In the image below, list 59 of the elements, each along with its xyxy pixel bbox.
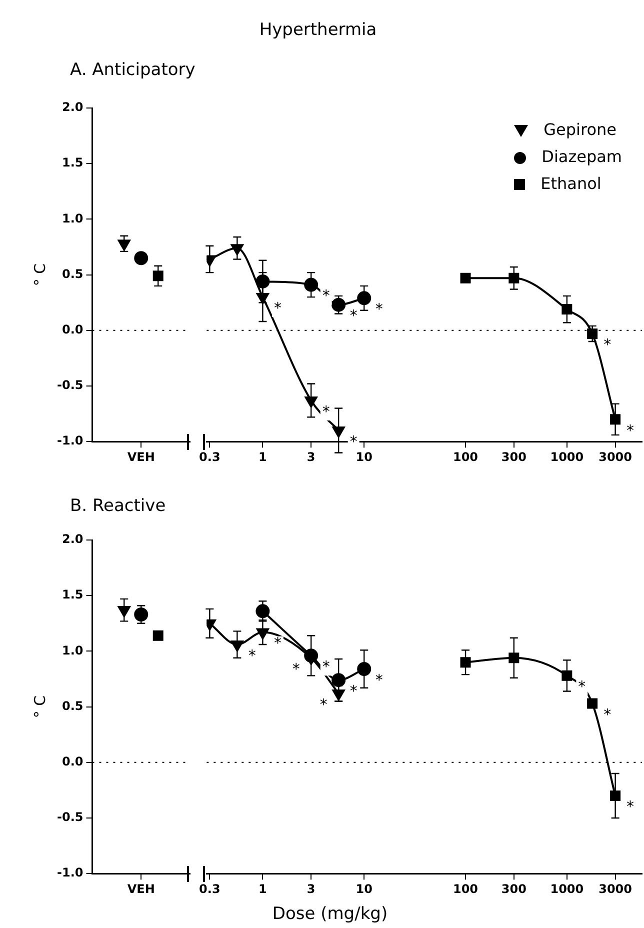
x-tick-label: VEH xyxy=(127,882,155,896)
y-tick-label: -0.5 xyxy=(56,810,84,824)
y-axis-title: ° C xyxy=(30,695,49,718)
chart-subtitle: A. Anticipatory xyxy=(70,60,196,80)
x-tick-label: 1 xyxy=(258,882,267,896)
x-tick-label: 3000 xyxy=(598,450,632,464)
x-tick-label: 10 xyxy=(356,882,372,896)
x-tick-label: VEH xyxy=(127,450,155,464)
legend-label: Diazepam xyxy=(542,147,622,166)
legend-label: Gepirone xyxy=(544,120,616,139)
annotation: * xyxy=(322,658,330,676)
x-tick-label: 0.3 xyxy=(199,450,220,464)
y-tick-label: -1.0 xyxy=(56,434,84,448)
annotation: * xyxy=(320,695,328,714)
y-tick-label: 2.0 xyxy=(62,100,84,114)
y-tick-label: 1.0 xyxy=(62,211,84,226)
x-axis-title: Dose (mg/kg) xyxy=(271,904,389,924)
annotation: * xyxy=(274,298,282,317)
y-tick-label: -1.0 xyxy=(56,866,84,880)
x-tick-label: 100 xyxy=(452,450,478,464)
annotation: * xyxy=(626,798,635,816)
x-tick-label: 300 xyxy=(501,450,526,464)
chart-subtitle: B. Reactive xyxy=(70,496,166,516)
y-tick-label: 0.5 xyxy=(62,266,84,281)
annotation: * xyxy=(350,432,358,450)
annotation: * xyxy=(375,300,384,318)
x-tick-label: 3000 xyxy=(598,882,632,896)
annotation: * xyxy=(578,678,586,696)
y-tick-label: 0.0 xyxy=(62,754,84,769)
annotation: * xyxy=(292,660,300,678)
x-tick-label: 10 xyxy=(356,450,372,464)
x-tick-label: 0.3 xyxy=(199,882,220,896)
legend-label: Ethanol xyxy=(540,174,602,193)
annotation: * xyxy=(375,670,384,689)
x-tick-label: 3 xyxy=(306,450,316,464)
y-tick-label: 2.0 xyxy=(62,532,84,546)
y-tick-label: 1.5 xyxy=(62,156,84,170)
x-tick-label: 1000 xyxy=(550,882,584,896)
y-tick-label: 1.0 xyxy=(62,643,84,658)
y-tick-label: 0.0 xyxy=(62,322,84,337)
x-tick-label: 3 xyxy=(306,882,316,896)
annotation: * xyxy=(322,402,330,420)
y-tick-label: 1.5 xyxy=(62,588,84,602)
annotation: * xyxy=(604,705,612,724)
annotation: * xyxy=(626,421,635,440)
annotation: * xyxy=(322,286,330,305)
y-tick-label: 0.5 xyxy=(62,698,84,713)
x-tick-label: 100 xyxy=(452,882,478,896)
chart-title: Hyperthermia xyxy=(258,20,378,40)
x-tick-label: 1000 xyxy=(550,450,584,464)
x-tick-label: 300 xyxy=(501,882,526,896)
annotation: * xyxy=(350,306,358,325)
annotation: * xyxy=(350,682,358,700)
y-tick-label: -0.5 xyxy=(56,378,84,392)
annotation: * xyxy=(604,336,612,354)
annotation: * xyxy=(274,634,282,652)
y-axis-title: ° C xyxy=(30,263,49,286)
x-tick-label: 1 xyxy=(258,450,267,464)
annotation: * xyxy=(248,646,256,664)
